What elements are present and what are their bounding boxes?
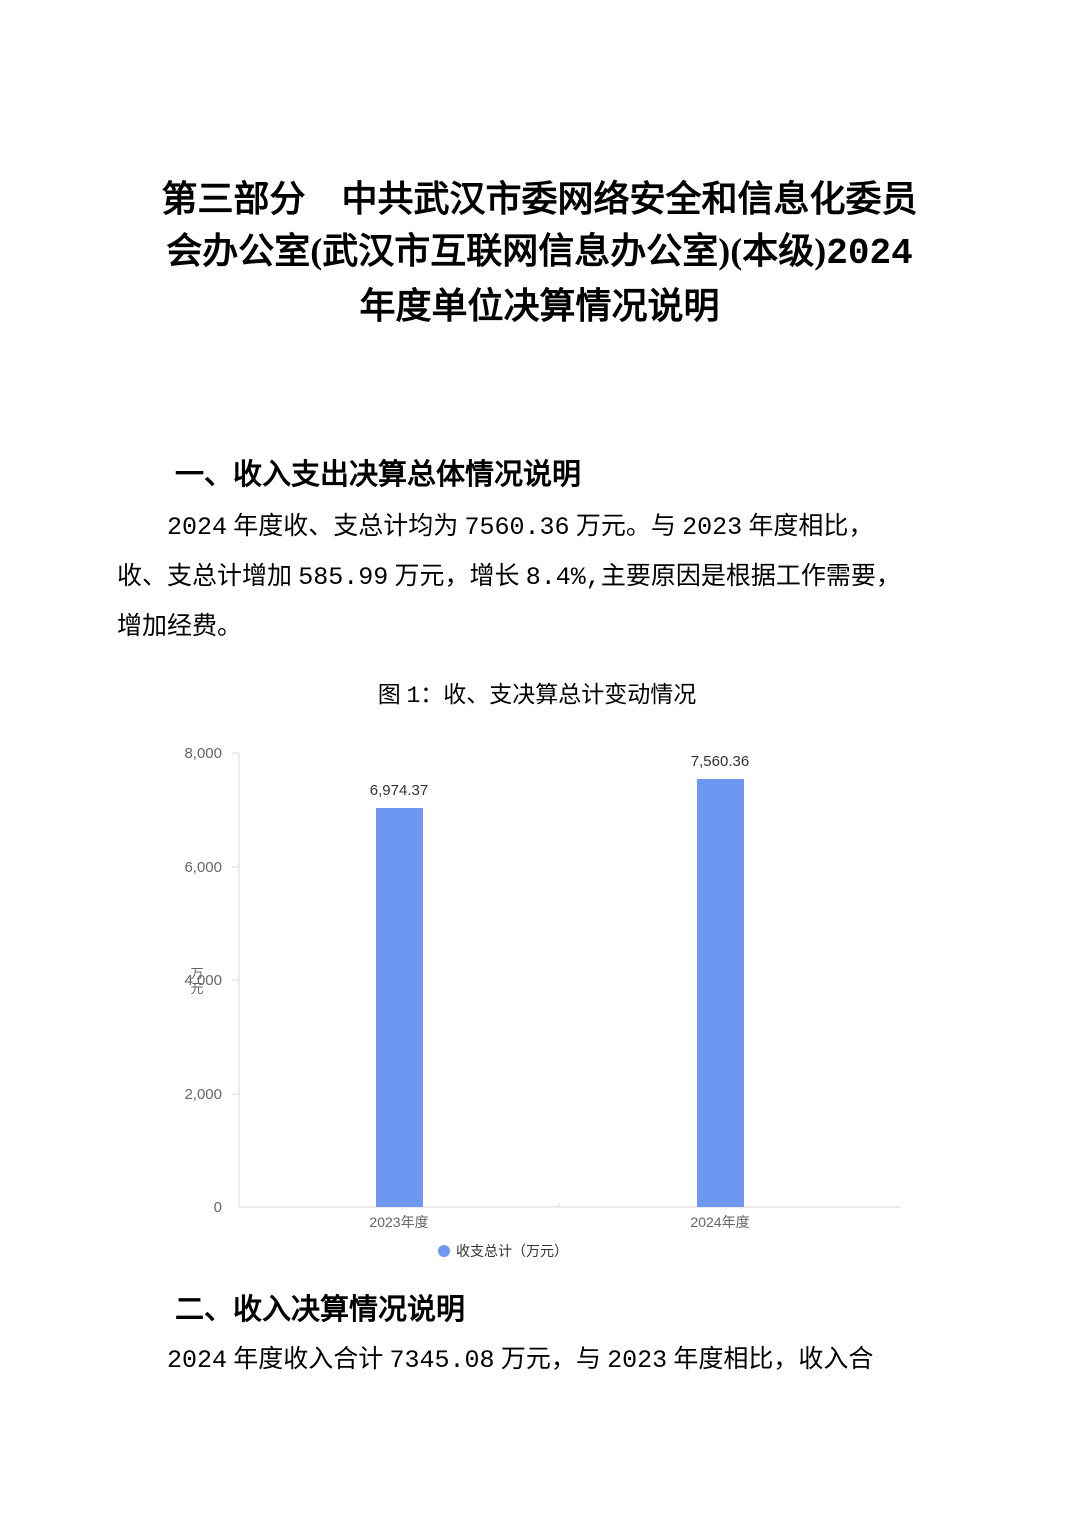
svg-text:8,000: 8,000	[184, 745, 222, 762]
svg-text:0: 0	[214, 1199, 222, 1216]
svg-text:2023年度: 2023年度	[369, 1214, 428, 1231]
svg-text:6,974.37: 6,974.37	[370, 782, 428, 799]
svg-text:7,560.36: 7,560.36	[691, 753, 749, 770]
svg-text:6,000: 6,000	[184, 859, 222, 876]
svg-text:2,000: 2,000	[184, 1086, 222, 1103]
svg-text:2024年度: 2024年度	[690, 1214, 749, 1231]
svg-text:万: 万	[190, 966, 203, 981]
svg-text:收支总计（万元）: 收支总计（万元）	[456, 1244, 568, 1260]
svg-text:元: 元	[190, 981, 203, 996]
